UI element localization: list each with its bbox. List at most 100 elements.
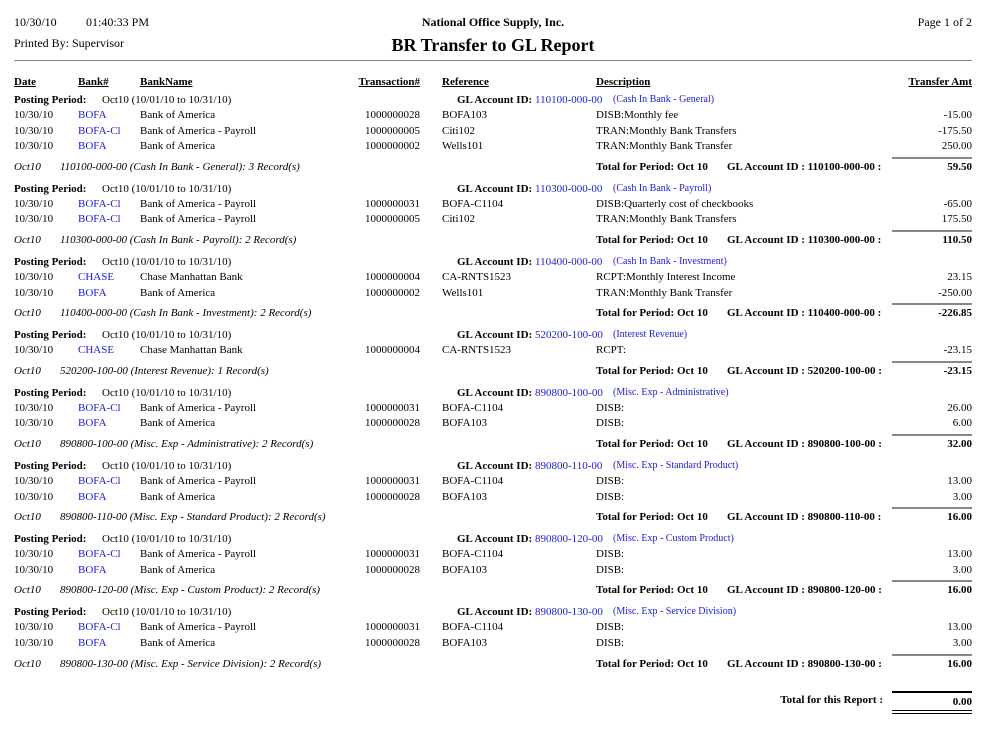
bank-name-cell: Bank of America - Payroll (140, 401, 257, 414)
transaction-cell: 1000000004 (365, 344, 420, 357)
reference-cell: BOFA-C1104 (442, 401, 504, 414)
table-row: 10/30/10 BOFA Bank of America 1000000002 Wel… (0, 139, 986, 155)
bank-link[interactable]: CHASE (78, 344, 115, 357)
group-header: Posting Period: Oct10 (10/01/10 to 10/31/… (0, 458, 986, 474)
description-cell: DISB: (596, 548, 625, 561)
total-period-label: Total for Period: Oct 10 (596, 511, 708, 524)
total-period-label: Total for Period: Oct 10 (596, 307, 708, 320)
summary-period: Oct10 (14, 511, 41, 524)
group-total: 59.50 (947, 160, 972, 173)
group-header: Posting Period: Oct10 (10/01/10 to 10/31/… (0, 181, 986, 197)
bank-name-cell: Bank of America (140, 490, 216, 503)
summary-text: 110100-000-00 (Cash In Bank - General): … (60, 160, 300, 173)
description-cell: DISB:Quarterly cost of checkbooks (596, 197, 754, 210)
gl-total-label: GL Account ID : 110100-000-00 : (727, 160, 882, 173)
gl-account-id: 890800-100-00 (535, 386, 603, 399)
col-date: Date (14, 76, 36, 88)
group-total: 16.00 (947, 511, 972, 524)
bank-link[interactable]: BOFA (78, 109, 107, 121)
summary-period: Oct10 (14, 307, 41, 320)
transaction-cell: 1000000004 (365, 270, 420, 283)
reference-cell: BOFA103 (442, 109, 488, 121)
gl-account-name: (Misc. Exp - Custom Product) (613, 533, 734, 545)
col-description: Description (596, 76, 651, 88)
col-transaction: Transaction# (358, 76, 420, 88)
col-bank-name: BankName (140, 76, 193, 88)
bank-link[interactable]: BOFA (78, 417, 107, 430)
gl-group: Posting Period: Oct10 (10/01/10 to 10/31/… (0, 254, 986, 321)
table-row: 10/30/10 CHASE Chase Manhattan Bank 1000000… (0, 270, 986, 286)
posting-period-value: Oct10 (10/01/10 to 10/31/10) (102, 459, 232, 472)
group-header: Posting Period: Oct10 (10/01/10 to 10/31/… (0, 92, 986, 108)
bank-link[interactable]: BOFA-Cl (78, 213, 121, 226)
date-cell: 10/30/10 (14, 490, 54, 503)
description-cell: DISB: (596, 563, 625, 576)
gl-account-id: 890800-120-00 (535, 533, 603, 546)
bank-link[interactable]: BOFA (78, 140, 107, 153)
date-cell: 10/30/10 (14, 124, 54, 137)
bank-link[interactable]: BOFA-Cl (78, 548, 121, 561)
description-cell: DISB: (596, 621, 625, 634)
bank-link[interactable]: BOFA (78, 563, 107, 576)
bank-link[interactable]: BOFA-Cl (78, 124, 121, 137)
table-row: 10/30/10 BOFA-Cl Bank of America - Payroll… (0, 197, 986, 213)
col-reference: Reference (442, 76, 489, 88)
group-total: -226.85 (938, 307, 972, 320)
bank-name-cell: Bank of America (140, 563, 216, 576)
table-row: 10/30/10 BOFA-Cl Bank of America - Payroll… (0, 547, 986, 563)
date-cell: 10/30/10 (14, 286, 54, 299)
group-header: Posting Period: Oct10 (10/01/10 to 10/31/… (0, 531, 986, 547)
amount-cell: -15.00 (943, 109, 972, 121)
bank-link[interactable]: CHASE (78, 270, 115, 283)
reference-cell: BOFA-C1104 (442, 621, 504, 634)
transaction-cell: 1000000028 (365, 636, 420, 649)
bank-link[interactable]: BOFA-Cl (78, 621, 121, 634)
group-summary: Oct10 110400-000-00 (Cash In Bank - Inves… (0, 303, 986, 321)
gl-group: Posting Period: Oct10 (10/01/10 to 10/31/… (0, 92, 986, 175)
reference-cell: BOFA-C1104 (442, 548, 504, 561)
gl-account-id: 520200-100-00 (535, 329, 603, 342)
gl-account-name: (Misc. Exp - Service Division) (613, 606, 737, 618)
bank-link[interactable]: BOFA (78, 490, 107, 503)
bank-link[interactable]: BOFA (78, 636, 107, 649)
subtotal-rule (892, 229, 972, 232)
total-period-label: Total for Period: Oct 10 (596, 657, 708, 670)
report-body: Posting Period: Oct10 (10/01/10 to 10/31/… (0, 92, 986, 678)
amount-cell: 13.00 (947, 474, 972, 487)
subtotal-rule (892, 653, 972, 656)
summary-period: Oct10 (14, 437, 41, 450)
amount-cell: 175.50 (941, 213, 972, 226)
gl-account-label: GL Account ID: (457, 255, 533, 268)
bank-link[interactable]: BOFA-Cl (78, 197, 121, 210)
bank-link[interactable]: BOFA (78, 286, 107, 299)
gl-account-id: 110300-000-00 (535, 182, 603, 195)
posting-period-label: Posting Period: (14, 459, 87, 472)
group-total: 32.00 (947, 437, 972, 450)
amount-cell: 23.15 (947, 270, 972, 283)
gl-account-label: GL Account ID: (457, 329, 533, 342)
report-title: BR Transfer to GL Report (391, 35, 595, 55)
amount-cell: 6.00 (952, 417, 972, 430)
posting-period-value: Oct10 (10/01/10 to 10/31/10) (102, 255, 232, 268)
bank-link[interactable]: BOFA-Cl (78, 474, 121, 487)
reference-cell: Citi102 (442, 124, 476, 137)
posting-period-label: Posting Period: (14, 94, 87, 106)
gl-account-id: 890800-110-00 (535, 459, 603, 472)
gl-account-label: GL Account ID: (457, 94, 533, 106)
bank-name-cell: Bank of America (140, 636, 216, 649)
gl-account-name: (Misc. Exp - Standard Product) (613, 459, 739, 471)
transaction-cell: 1000000031 (365, 548, 420, 561)
company-name: National Office Supply, Inc. (421, 15, 565, 29)
bank-name-cell: Bank of America (140, 417, 216, 430)
amount-cell: 3.00 (952, 563, 972, 576)
summary-period: Oct10 (14, 657, 41, 670)
group-total: 16.00 (947, 584, 972, 597)
date-cell: 10/30/10 (14, 401, 54, 414)
report-total-label: Total for this Report : (780, 694, 883, 706)
summary-period: Oct10 (14, 364, 41, 377)
gl-account-name: (Cash In Bank - Investment) (613, 255, 727, 267)
date-cell: 10/30/10 (14, 213, 54, 226)
bank-link[interactable]: BOFA-Cl (78, 401, 121, 414)
table-row: 10/30/10 BOFA Bank of America 1000000028 BOF… (0, 636, 986, 652)
summary-text: 890800-110-00 (Misc. Exp - Standard Prod… (60, 511, 326, 524)
